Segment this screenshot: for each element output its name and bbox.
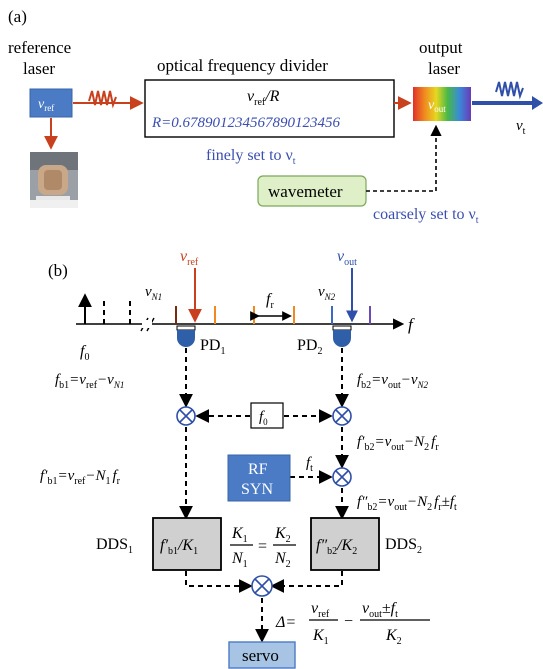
finely-set-label: finely set to νt [206, 147, 296, 167]
nu-n2-label: νN2 [318, 284, 336, 302]
coarsely-set-label: coarsely set to νt [373, 206, 479, 226]
rf-syn-label-line1: RF [248, 461, 268, 478]
svg-text:−: − [344, 613, 353, 630]
svg-text:K1: K1 [312, 627, 329, 647]
fb2-equation: fb2=νout−νN2 [357, 372, 429, 391]
delta-equation: Δ= νref K1 − νout±ft K2 [275, 600, 430, 647]
reference-laser-symbol: νref [38, 97, 54, 113]
mixer-3-icon [332, 467, 352, 487]
dds2-to-final-mixer-line [270, 571, 343, 593]
dds2-label: DDS2 [385, 536, 422, 556]
output-wave-icon [495, 81, 524, 100]
fb1-equation: fb1=νref−νN1 [55, 372, 124, 391]
svg-text:K2: K2 [274, 525, 291, 545]
pd1-icon [176, 325, 196, 347]
dds1-to-final-mixer-line [185, 571, 253, 593]
wavemeter-label: wavemeter [268, 182, 343, 201]
mixer-1-icon [176, 406, 196, 426]
nu-out-label: νout [337, 248, 357, 268]
dds1-label: DDS1 [96, 536, 133, 556]
svg-text:νout±ft: νout±ft [362, 600, 398, 620]
f0-box-label: f0 [259, 409, 268, 427]
kn-ratio-equation: K1 N1 = K2 N2 [230, 525, 296, 570]
svg-text:Δ=: Δ= [275, 614, 296, 631]
output-beam [472, 101, 534, 105]
output-laser-symbol: νout [428, 98, 446, 114]
dds2-box-label: f″b2/K2 [316, 537, 357, 557]
frequency-axis-label: f [408, 315, 415, 334]
fb2-prime-equation: f′b2=νout−N2 fr [357, 434, 439, 453]
divider-ratio: R=0.67890123456789012345​6 [151, 115, 341, 131]
fb1-prime-equation: f′b1=νref−N1 fr [40, 468, 121, 487]
ft-label: ft [306, 455, 313, 474]
fr-label: fr [266, 291, 274, 311]
divider-title: optical frequency divider [157, 56, 328, 75]
reference-laser-title-line1: reference [8, 38, 71, 57]
output-laser-title-line2: laser [428, 59, 460, 78]
servo-label: servo [242, 646, 279, 665]
dds1-box-label: f′b1/K1 [160, 537, 198, 557]
servo-box [228, 641, 296, 669]
reference-laser-title-line2: laser [23, 59, 55, 78]
svg-text:N1: N1 [231, 550, 248, 570]
reference-laser-box [29, 88, 73, 118]
mixer-2-icon [332, 406, 352, 426]
panel-a-label: (a) [8, 7, 27, 26]
output-laser-title-line1: output [419, 38, 463, 57]
reference-wave-icon [88, 90, 117, 109]
dds2-box [310, 517, 380, 571]
panel-b-label: (b) [48, 261, 68, 280]
pd2-icon [332, 325, 352, 347]
svg-text:K1: K1 [231, 525, 248, 545]
svg-text:νref: νref [311, 600, 330, 620]
divider-box [144, 79, 395, 138]
rf-syn-box [227, 454, 291, 502]
f0-label: f0 [80, 343, 89, 363]
nu-n1-label: νN1 [145, 284, 162, 302]
pd1-label: PD1 [200, 337, 225, 357]
f0-box [250, 402, 284, 429]
fb2-double-prime-equation: f″b2=νout−N2 fr±ft [357, 494, 457, 513]
svg-text:N2: N2 [274, 550, 291, 570]
output-beam-arrow-head [532, 96, 543, 110]
output-beam-symbol: νt [516, 118, 526, 137]
output-laser-box [413, 87, 471, 121]
wavemeter-feedback-line [366, 124, 442, 192]
nu-ref-label: νref [180, 248, 199, 268]
reference-laser-photo [30, 152, 78, 208]
rf-syn-label-line2: SYN [241, 481, 273, 498]
divider-formula: νref/R [247, 88, 280, 108]
svg-text:=: = [258, 538, 267, 555]
pd2-label: PD2 [297, 337, 322, 357]
svg-text:K2: K2 [385, 627, 402, 647]
final-mixer-icon [251, 575, 273, 597]
dds1-box [152, 517, 222, 571]
